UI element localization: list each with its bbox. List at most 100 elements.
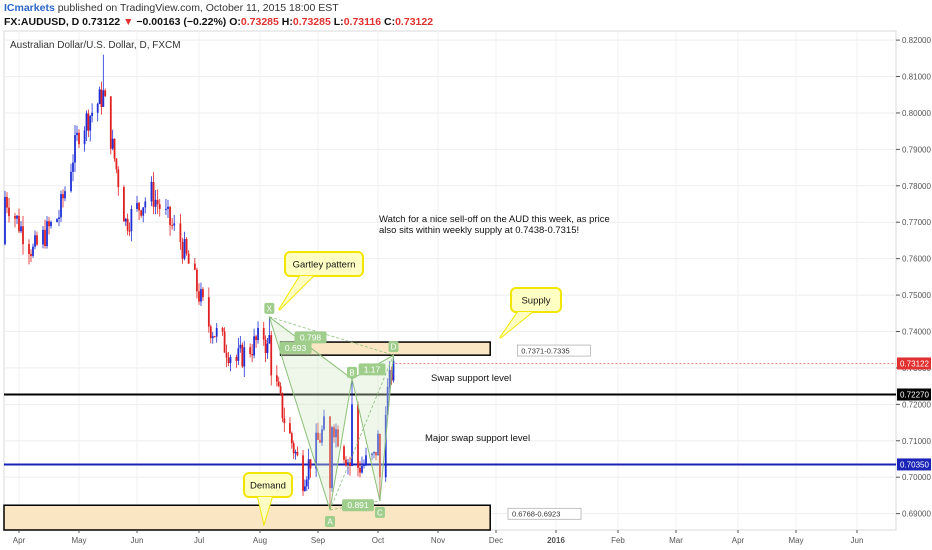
close-label: C:: [384, 16, 396, 28]
candle-body: [384, 414, 387, 478]
callout-pointer-fill: [500, 312, 532, 338]
candle-body: [104, 90, 107, 97]
annotation-text: Watch for a nice sell-off on the AUD thi…: [379, 214, 610, 225]
level-price-label: 0.72270: [900, 391, 929, 400]
annotation-text: Swap support level: [431, 373, 511, 384]
candle-body: [89, 115, 92, 131]
candle-body: [363, 464, 365, 467]
gridlines: [4, 31, 896, 530]
candle-body: [91, 112, 93, 116]
candle-body: [333, 427, 335, 438]
candle-body: [292, 443, 295, 454]
candle-body: [283, 418, 286, 424]
candle-body: [375, 451, 377, 456]
author-link[interactable]: ICmarkets: [4, 2, 55, 14]
candle-body: [305, 479, 308, 487]
candle-body: [165, 208, 167, 210]
ratio-tag: [279, 341, 312, 354]
x-tick-label: Jul: [194, 536, 204, 545]
candle-body: [241, 344, 244, 367]
x-tick-label: Jun: [131, 536, 144, 545]
candle-body: [315, 432, 318, 469]
x-tick-label: Sep: [311, 536, 326, 545]
price-change: −0.00163 (−0.22%): [136, 16, 227, 28]
callout-pointer-fill: [279, 276, 313, 310]
candle-body: [307, 459, 310, 480]
candle-body: [171, 225, 174, 227]
candle-body: [207, 297, 210, 327]
callout-bubble[interactable]: [284, 251, 364, 277]
candle-body: [64, 191, 66, 199]
candle-body: [179, 223, 182, 242]
low-value: 0.73116: [343, 16, 382, 28]
pattern-point-marker: [347, 366, 357, 378]
candle-body: [20, 226, 22, 232]
pattern-point-marker: [388, 341, 399, 353]
chart-title: Australian Dollar/U.S. Dollar, D, FXCM: [10, 40, 181, 51]
candle-body: [209, 326, 212, 339]
candle-body: [42, 229, 44, 245]
candle-body: [167, 206, 169, 209]
y-tick-label: 0.81000: [902, 73, 931, 82]
candle-body: [351, 404, 353, 467]
candle-body: [275, 375, 278, 382]
candle-body: [296, 451, 299, 456]
candle-body: [266, 343, 269, 354]
candle-body: [22, 226, 24, 245]
ticker-line: FX:AUDUSD, D 0.73122 ▼ −0.00163 (−0.22%)…: [4, 16, 433, 29]
candle-body: [150, 181, 153, 202]
x-tick-label: Jun: [851, 536, 864, 545]
x-axis: Apr May Jun Jul Aug Sep Oct Nov Dec 2016 Feb Mar Apr…: [13, 530, 864, 545]
candle-body: [30, 253, 32, 256]
candle-body: [345, 459, 347, 466]
y-tick-label: 0.69000: [902, 510, 931, 519]
ratio-label: 0.798: [300, 332, 322, 342]
candle-body: [359, 467, 361, 473]
open-value: 0.73285: [240, 16, 279, 28]
candle-body: [319, 439, 321, 443]
gartley-ratio-line: [329, 355, 394, 511]
y-tick-label: 0.79000: [902, 145, 931, 154]
candle-body: [62, 194, 64, 199]
x-tick-label: 2016: [547, 536, 565, 545]
candle-body: [32, 246, 34, 256]
y-axis: 0.82000 0.81000 0.80000 0.79000 0.78000 0.770…: [896, 36, 931, 519]
callout-bubble[interactable]: [510, 287, 562, 313]
callouts-layer: Gartley pattern Supply Demand: [243, 251, 562, 527]
level-price-label: 0.70350: [900, 460, 929, 469]
candle-body: [289, 423, 291, 434]
candle-body: [294, 451, 297, 454]
y-tick-label: 0.71000: [902, 437, 931, 446]
symbol-label[interactable]: FX:AUDUSD, D: [4, 16, 80, 28]
candle-body: [361, 466, 363, 473]
candle-body: [74, 135, 76, 163]
candle-body: [317, 432, 319, 440]
candle-body: [126, 218, 129, 231]
pattern-point-label: B: [349, 368, 354, 377]
candle-body: [72, 162, 74, 172]
y-tick-label: 0.76000: [902, 255, 931, 264]
last-price-label: 0.73122: [900, 359, 929, 368]
candle-body: [96, 103, 99, 113]
candle-body: [44, 229, 46, 247]
x-tick-label: Oct: [372, 536, 385, 545]
candle-body: [281, 393, 284, 419]
candle-body: [130, 208, 133, 232]
y-tick-label: 0.82000: [902, 36, 931, 45]
candle-body: [290, 433, 293, 444]
candle-body: [257, 327, 259, 341]
demand-zone[interactable]: [3, 504, 491, 531]
level-price-tag: [897, 388, 931, 401]
candles-layer: [4, 54, 395, 510]
candle-body: [213, 336, 216, 338]
candle-body: [279, 386, 282, 394]
candle-body: [16, 215, 18, 219]
candle-body: [78, 132, 80, 145]
candle-body: [60, 194, 62, 218]
demand-zone-label: 0.6768-0.6923: [512, 510, 560, 519]
candle-body: [14, 216, 16, 219]
candle-body: [227, 357, 230, 364]
candle-body: [337, 429, 339, 447]
